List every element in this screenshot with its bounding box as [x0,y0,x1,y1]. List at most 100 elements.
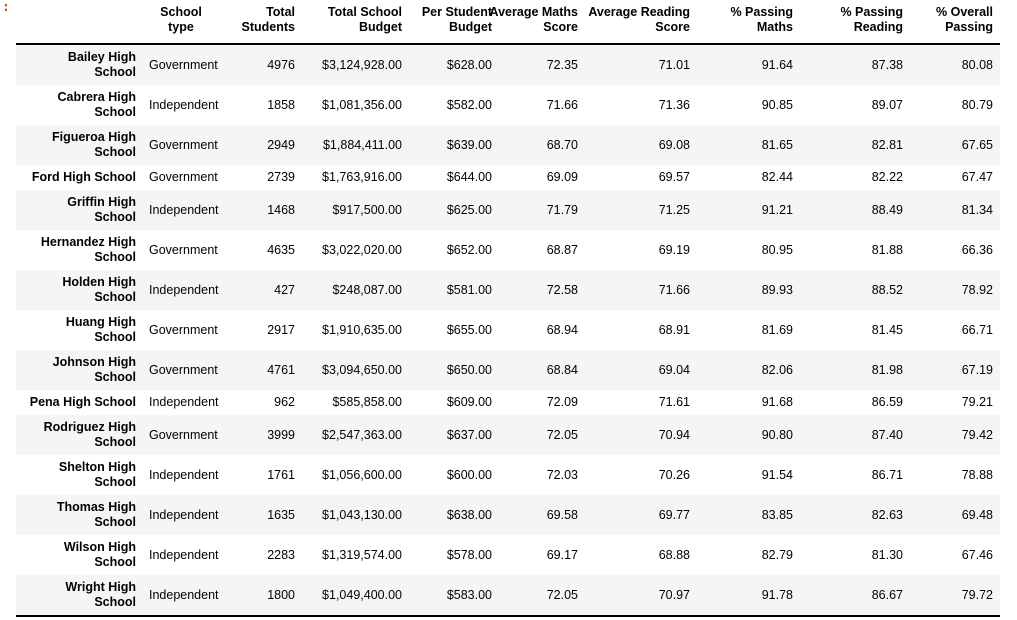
cell-avg-reading: 69.19 [658,242,690,257]
cell-p-reading: 87.40 [871,427,903,442]
cell-per-student: $639.00 [446,137,492,152]
cell-p-maths: 81.69 [761,322,793,337]
cell-school-name: Huang High School [65,315,136,344]
cell-avg-reading: 71.61 [658,395,690,409]
cell-type: Government [149,322,218,337]
cell-per-student: $644.00 [446,170,492,184]
cell-avg-reading: 68.91 [658,322,690,337]
cell-school-name: Holden High School [62,275,136,304]
cell-avg-maths: 68.84 [546,362,578,377]
cell-type: Independent [149,395,219,409]
cell-p-maths: 89.93 [761,282,793,297]
cell-p-maths: 90.80 [761,427,793,442]
header-row: School type Total Students Total School Bu… [16,0,1000,45]
cell-per-student: $655.00 [446,322,492,337]
cell-p-reading: 82.81 [871,137,903,152]
cell-students: 2283 [267,547,295,562]
cell-students: 962 [274,395,295,409]
cell-type: Government [149,137,218,152]
cell-avg-reading: 70.26 [658,467,690,482]
table-row: Wilson High School Independent 2283 $1,319,… [16,535,1000,575]
cell-p-overall: 67.47 [961,170,993,184]
cell-p-overall: 67.46 [961,547,993,562]
cell-p-maths: 80.95 [761,242,793,257]
cell-avg-reading: 70.97 [658,587,690,602]
cell-students: 1800 [267,587,295,602]
table-row: Rodriguez High School Government 3999 $2,54… [16,415,1000,455]
cell-school-name: Hernandez High School [40,235,136,264]
column-header-budget: Total School Budget [302,0,409,45]
cell-school-name: Griffin High School [67,195,136,224]
column-header-label: Average Reading Score [588,5,690,34]
cell-p-maths: 81.65 [761,137,793,152]
table-row: Huang High School Government 2917 $1,910,63… [16,310,1000,350]
cell-p-overall: 81.34 [961,202,993,217]
cell-avg-maths: 71.66 [546,97,578,112]
cell-per-student: $628.00 [446,57,492,72]
cell-avg-maths: 68.87 [546,242,578,257]
column-header-students: Total Students [220,0,302,45]
cell-p-overall: 69.48 [961,507,993,522]
cell-p-reading: 86.67 [871,587,903,602]
cell-p-reading: 81.88 [871,242,903,257]
cell-p-reading: 88.52 [871,282,903,297]
cell-avg-maths: 72.05 [546,587,578,602]
cell-avg-reading: 70.94 [658,427,690,442]
cell-type: Government [149,362,218,377]
cell-type: Independent [149,97,219,112]
cell-avg-maths: 71.79 [546,202,578,217]
cell-p-reading: 81.45 [871,322,903,337]
cell-students: 4976 [267,57,295,72]
cell-students: 2739 [267,170,295,184]
cell-budget: $3,094,650.00 [322,362,402,377]
table-row: Shelton High School Independent 1761 $1,056… [16,455,1000,495]
cell-p-reading: 86.59 [871,395,903,409]
cell-p-overall: 79.42 [961,427,993,442]
cell-budget: $1,049,400.00 [322,587,402,602]
cell-per-student: $600.00 [446,467,492,482]
table-row: Holden High School Independent 427 $248,087… [16,270,1000,310]
cell-per-student: $637.00 [446,427,492,442]
cell-avg-maths: 69.09 [546,170,578,184]
cell-per-student: $578.00 [446,547,492,562]
cell-avg-reading: 69.08 [658,137,690,152]
cell-budget: $1,910,635.00 [322,322,402,337]
cell-p-overall: 80.79 [961,97,993,112]
cell-per-student: $609.00 [446,395,492,409]
column-header-label: Per Student Budget [421,5,492,34]
cell-budget: $585,858.00 [332,395,402,409]
cell-budget: $917,500.00 [332,202,402,217]
cell-budget: $1,763,916.00 [322,170,402,184]
cell-avg-maths: 68.70 [546,137,578,152]
table-row: Wright High School Independent 1800 $1,049,… [16,575,1000,616]
cell-budget: $1,043,130.00 [322,507,402,522]
column-header-per-student: Per Student Budget [409,0,499,45]
cell-p-overall: 78.92 [961,282,993,297]
cell-avg-maths: 72.35 [546,57,578,72]
table-row: Johnson High School Government 4761 $3,094,… [16,350,1000,390]
dataframe-table: School type Total Students Total School Bu… [16,0,1000,617]
cell-avg-reading: 71.66 [658,282,690,297]
cell-p-reading: 81.30 [871,547,903,562]
column-header-label: % Passing Reading [840,5,903,34]
cell-type: Government [149,57,218,72]
cell-budget: $1,884,411.00 [322,137,402,152]
cell-avg-maths: 72.09 [546,395,578,409]
cell-p-reading: 81.98 [871,362,903,377]
column-header-avg-maths: Average Maths Score [490,0,585,45]
cell-p-maths: 83.85 [761,507,793,522]
cell-p-maths: 82.44 [761,170,793,184]
cell-avg-maths: 72.05 [546,427,578,442]
cell-type: Independent [149,282,219,297]
column-header-label: % Passing Maths [730,5,793,34]
cell-avg-maths: 69.58 [546,507,578,522]
cell-budget: $3,124,928.00 [322,57,402,72]
cell-school-name: Wright High School [65,580,136,609]
cell-per-student: $582.00 [446,97,492,112]
cell-p-maths: 91.64 [761,57,793,72]
cell-school-name: Shelton High School [58,460,136,489]
table-row: Pena High School Independent 962 $585,858.0… [16,390,1000,415]
cell-budget: $1,056,600.00 [322,467,402,482]
cell-p-maths: 82.06 [761,362,793,377]
cell-avg-reading: 71.36 [658,97,690,112]
